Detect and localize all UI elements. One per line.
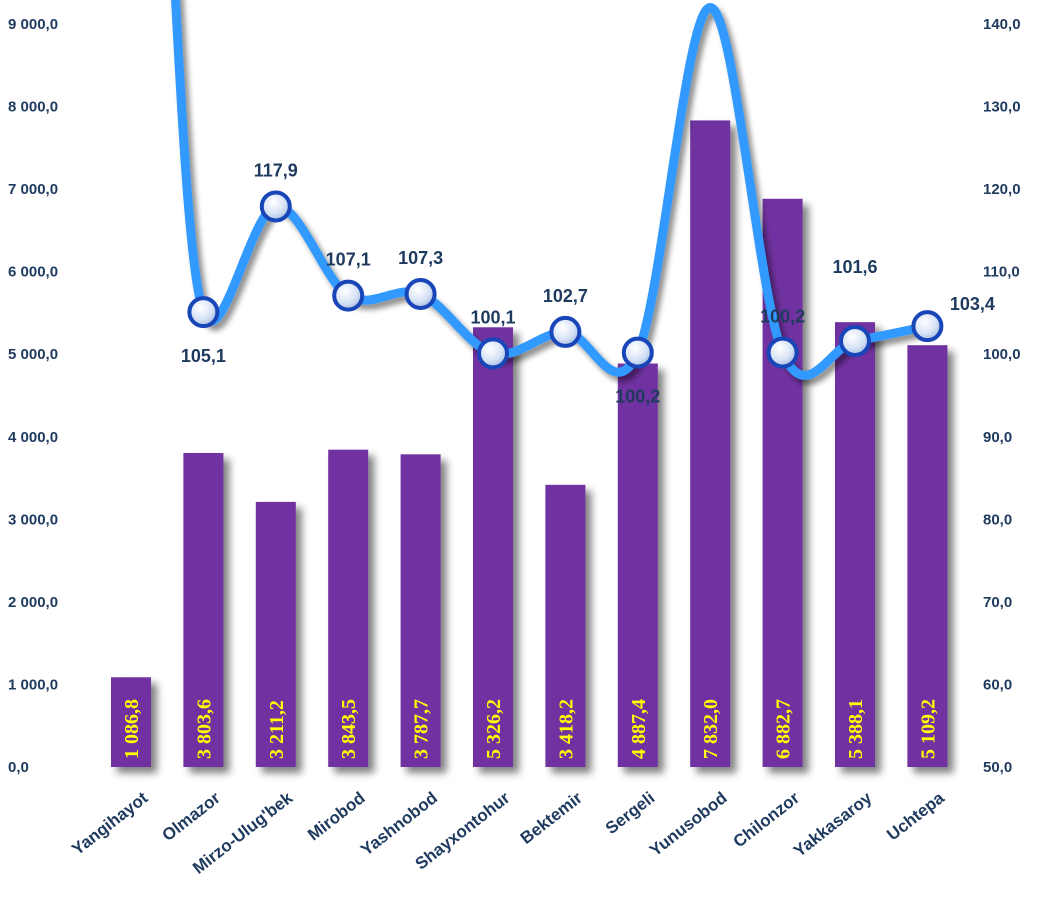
left-tick-label: 3 000,0 bbox=[8, 511, 58, 528]
bar-value-label: 4 887,4 bbox=[628, 699, 650, 759]
bar-value-label: 3 803,6 bbox=[193, 699, 215, 759]
bar bbox=[111, 677, 151, 767]
line-value-label: 107,3 bbox=[398, 248, 443, 268]
bar-value-label: 5 109,2 bbox=[917, 699, 939, 759]
bar bbox=[473, 327, 513, 767]
line-marker bbox=[477, 337, 509, 370]
category-label: Yunusobod bbox=[646, 788, 731, 860]
right-tick-label: 140,0 bbox=[983, 16, 1021, 33]
bar-value-label: 5 388,1 bbox=[845, 699, 867, 759]
line-marker bbox=[187, 296, 220, 329]
left-tick-label: 2 000,0 bbox=[8, 594, 58, 611]
line-value-label: 107,1 bbox=[326, 250, 371, 270]
line-marker bbox=[766, 336, 799, 369]
line-marker bbox=[549, 315, 582, 348]
bar bbox=[328, 449, 369, 767]
bar-value-label: 3 418,2 bbox=[555, 699, 577, 759]
line-marker bbox=[621, 336, 654, 369]
right-tick-label: 50,0 bbox=[983, 759, 1012, 776]
category-label: Sergeli bbox=[602, 788, 658, 838]
bar-series bbox=[111, 120, 948, 768]
bar-value-label: 3 787,7 bbox=[411, 699, 433, 759]
left-tick-label: 9 000,0 bbox=[8, 16, 58, 33]
left-tick-label: 0,0 bbox=[8, 759, 29, 776]
line-marker bbox=[404, 277, 437, 310]
bar bbox=[690, 120, 731, 768]
line-marker bbox=[332, 279, 365, 312]
right-tick-label: 100,0 bbox=[983, 346, 1021, 363]
bar-value-label: 1 086,8 bbox=[121, 699, 143, 759]
category-label: Chilonzor bbox=[730, 788, 804, 851]
line-marker bbox=[259, 190, 292, 223]
left-tick-label: 4 000,0 bbox=[8, 429, 58, 446]
category-label: Uchtepa bbox=[883, 788, 948, 845]
line-value-label: 100,2 bbox=[760, 307, 805, 327]
line-value-label: 100,2 bbox=[615, 387, 660, 407]
right-tick-label: 60,0 bbox=[983, 676, 1012, 693]
line-value-label: 101,6 bbox=[832, 257, 877, 277]
bar bbox=[907, 345, 948, 767]
line-marker bbox=[911, 310, 944, 343]
right-y-axis: 50,0 60,0 70,0 80,0 90,0 100,0 110,0 120,0 130,0… bbox=[983, 16, 1021, 776]
bar bbox=[617, 363, 658, 767]
line-path bbox=[171, 0, 932, 380]
bar-value-label: 7 832,0 bbox=[700, 699, 722, 759]
right-tick-label: 120,0 bbox=[983, 181, 1021, 198]
bar bbox=[400, 454, 441, 767]
left-tick-label: 8 000,0 bbox=[8, 99, 58, 116]
left-tick-label: 7 000,0 bbox=[8, 181, 58, 198]
right-tick-label: 110,0 bbox=[983, 264, 1020, 281]
category-label: Yangihayot bbox=[68, 788, 151, 859]
right-tick-label: 130,0 bbox=[983, 99, 1021, 116]
left-tick-label: 6 000,0 bbox=[8, 264, 58, 281]
left-tick-label: 5 000,0 bbox=[8, 346, 58, 363]
category-label: Yakkasaroy bbox=[790, 788, 876, 861]
line-markers bbox=[187, 190, 944, 370]
bar bbox=[255, 501, 296, 767]
category-label: Bektemir bbox=[517, 788, 586, 848]
line-value-label: 105,1 bbox=[181, 346, 226, 366]
line-marker bbox=[839, 325, 871, 358]
right-tick-label: 80,0 bbox=[983, 511, 1012, 528]
line-value-label: 117,9 bbox=[254, 160, 298, 180]
left-y-axis: 0,0 1 000,0 2 000,0 3 000,0 4 000,0 5 000,0 6 … bbox=[8, 16, 58, 776]
bar-value-label: 5 326,2 bbox=[483, 699, 505, 759]
bar-value-label: 6 882,7 bbox=[773, 699, 795, 759]
category-label: Mirobod bbox=[304, 788, 369, 844]
left-tick-label: 1 000,0 bbox=[8, 676, 58, 693]
bar-value-label: 3 211,2 bbox=[266, 700, 288, 759]
bar-value-labels: 1 086,8 3 803,6 3 211,2 3 843,5 3 787,7 5 326… bbox=[121, 699, 939, 759]
line-value-label: 102,7 bbox=[543, 286, 588, 306]
line-value-labels: 105,1 117,9 107,1 107,3 100,1 102,7 100,2 100,2… bbox=[181, 160, 995, 406]
right-tick-label: 70,0 bbox=[983, 594, 1012, 611]
bar bbox=[835, 322, 875, 767]
line-series bbox=[171, 0, 932, 380]
line-value-label: 103,4 bbox=[950, 294, 995, 314]
bar bbox=[545, 484, 586, 767]
bar bbox=[183, 452, 224, 767]
category-label: Olmazor bbox=[159, 788, 225, 845]
bar-value-label: 3 843,5 bbox=[338, 699, 360, 759]
line-value-label: 100,1 bbox=[470, 307, 515, 327]
right-tick-label: 90,0 bbox=[983, 429, 1012, 446]
